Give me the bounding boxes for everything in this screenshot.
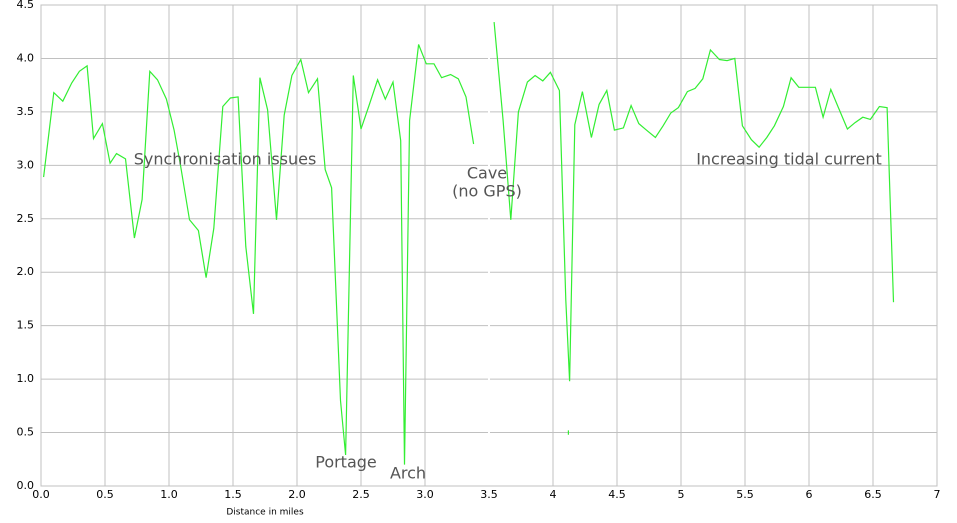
x-tick-label: 4	[550, 488, 557, 501]
x-tick-label: 4.5	[608, 488, 626, 501]
y-tick-label: 0.0	[17, 479, 35, 492]
annotation: Increasing tidal current	[696, 150, 882, 169]
y-tick-label: 1.5	[17, 319, 35, 332]
x-tick-label: 6.5	[864, 488, 882, 501]
x-tick-label: 3.5	[480, 488, 498, 501]
y-tick-label: 3.5	[17, 105, 35, 118]
y-tick-label: 2.5	[17, 212, 35, 225]
x-tick-label: 5	[678, 488, 685, 501]
x-axis-label: Distance in miles	[226, 508, 304, 518]
annotation: (no GPS)	[452, 182, 522, 201]
y-tick-label: 3.0	[17, 158, 35, 171]
annotation: Arch	[390, 464, 426, 483]
annotation: Synchronisation issues	[134, 150, 317, 169]
y-tick-label: 1.0	[17, 372, 35, 385]
annotation: Portage	[315, 453, 377, 472]
y-tick-label: 0.5	[17, 426, 35, 439]
y-tick-label: 2.0	[17, 265, 35, 278]
data-line	[43, 22, 895, 465]
x-tick-label: 2.5	[352, 488, 370, 501]
annotation: Cave	[467, 164, 507, 183]
x-tick-label: 5.5	[736, 488, 754, 501]
x-tick-label: 6	[806, 488, 813, 501]
y-tick-label: 4.5	[17, 0, 35, 11]
x-tick-label: 0.0	[32, 488, 50, 501]
y-tick-label: 4.0	[17, 51, 35, 64]
x-tick-label: 3.0	[416, 488, 434, 501]
x-tick-label: 1.0	[160, 488, 178, 501]
x-tick-label: 1.5	[224, 488, 242, 501]
x-tick-label: 0.5	[96, 488, 114, 501]
x-tick-label: 2.0	[288, 488, 306, 501]
plot-frame	[40, 4, 938, 487]
x-tick-label: 7	[934, 488, 941, 501]
